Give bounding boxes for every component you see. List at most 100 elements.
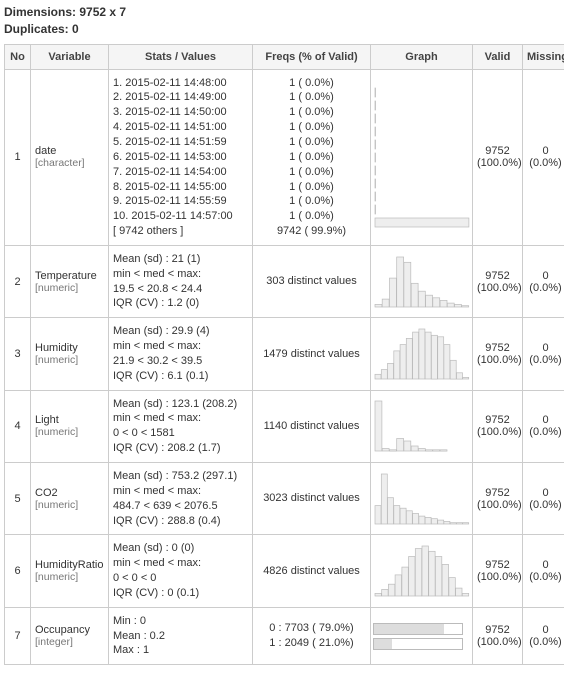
header-freqs: Freqs (% of Valid) bbox=[253, 44, 371, 69]
stats-line: min < med < max: bbox=[113, 556, 248, 571]
stats-line: Mean (sd) : 0 (0) bbox=[113, 541, 248, 556]
freq-line: 1479 distinct values bbox=[257, 347, 366, 362]
variable-name: date bbox=[35, 145, 104, 157]
stats-line: Mean (sd) : 21 (1) bbox=[113, 252, 248, 267]
header-stats: Stats / Values bbox=[109, 44, 253, 69]
stats-line: IQR (CV) : 0 (0.1) bbox=[113, 586, 248, 601]
variable-type: [numeric] bbox=[35, 282, 104, 294]
table-row: 7Occupancy [integer]Min : 0Mean : 0.2Max… bbox=[5, 607, 564, 665]
freq-line: 1 ( 0.0%) bbox=[257, 150, 366, 165]
cell-no: 1 bbox=[5, 69, 31, 245]
cell-freqs: 0 : 7703 ( 79.0%)1 : 2049 ( 21.0%) bbox=[253, 607, 371, 665]
stats-line: min < med < max: bbox=[113, 411, 248, 426]
table-row: 6HumidityRatio [numeric]Mean (sd) : 0 (0… bbox=[5, 535, 564, 607]
freq-line: 1 : 2049 ( 21.0%) bbox=[257, 636, 366, 651]
stats-line: 4. 2015-02-11 14:51:00 bbox=[113, 120, 248, 135]
cell-freqs: 1479 distinct values bbox=[253, 318, 371, 390]
histogram-graph bbox=[373, 327, 471, 381]
stats-line: min < med < max: bbox=[113, 484, 248, 499]
freq-line: 1 ( 0.0%) bbox=[257, 105, 366, 120]
header-graph: Graph bbox=[371, 44, 473, 69]
cell-freqs: 3023 distinct values bbox=[253, 463, 371, 535]
stats-line: [ 9742 others ] bbox=[113, 224, 248, 239]
cell-freqs: 1140 distinct values bbox=[253, 390, 371, 462]
cell-valid: 9752(100.0%) bbox=[473, 463, 523, 535]
cell-missing: 0(0.0%) bbox=[523, 390, 564, 462]
summary-table: No Variable Stats / Values Freqs (% of V… bbox=[4, 44, 564, 666]
cell-stats: 1. 2015-02-11 14:48:002. 2015-02-11 14:4… bbox=[109, 69, 253, 245]
dimensions-value: 9752 x 7 bbox=[79, 5, 126, 19]
histogram-graph bbox=[373, 544, 471, 598]
cell-graph bbox=[371, 607, 473, 665]
variable-type: [numeric] bbox=[35, 426, 104, 438]
stats-line: Mean (sd) : 753.2 (297.1) bbox=[113, 469, 248, 484]
cell-graph bbox=[371, 535, 473, 607]
cell-no: 2 bbox=[5, 245, 31, 317]
variable-name: HumidityRatio bbox=[35, 559, 104, 571]
freq-line: 1 ( 0.0%) bbox=[257, 180, 366, 195]
stats-line: 1. 2015-02-11 14:48:00 bbox=[113, 76, 248, 91]
cell-freqs: 303 distinct values bbox=[253, 245, 371, 317]
cell-missing: 0(0.0%) bbox=[523, 318, 564, 390]
stats-line: 3. 2015-02-11 14:50:00 bbox=[113, 105, 248, 120]
cell-variable: Temperature [numeric] bbox=[31, 245, 109, 317]
header-missing: Missing bbox=[523, 44, 564, 69]
freq-line: 3023 distinct values bbox=[257, 491, 366, 506]
stats-line: 5. 2015-02-11 14:51:59 bbox=[113, 135, 248, 150]
stats-line: 2. 2015-02-11 14:49:00 bbox=[113, 90, 248, 105]
histogram-graph bbox=[373, 472, 471, 526]
cell-stats: Mean (sd) : 0 (0)min < med < max:0 < 0 <… bbox=[109, 535, 253, 607]
variable-type: [integer] bbox=[35, 636, 104, 648]
variable-type: [character] bbox=[35, 157, 104, 169]
cell-freqs: 4826 distinct values bbox=[253, 535, 371, 607]
freq-line: 1 ( 0.0%) bbox=[257, 135, 366, 150]
cell-graph bbox=[371, 69, 473, 245]
stats-line: 8. 2015-02-11 14:55:00 bbox=[113, 180, 248, 195]
cell-variable: HumidityRatio [numeric] bbox=[31, 535, 109, 607]
stats-line: IQR (CV) : 288.8 (0.4) bbox=[113, 514, 248, 529]
date-freq-graph bbox=[373, 86, 471, 229]
stats-line: 9. 2015-02-11 14:55:59 bbox=[113, 194, 248, 209]
cell-missing: 0(0.0%) bbox=[523, 463, 564, 535]
cell-valid: 9752(100.0%) bbox=[473, 245, 523, 317]
freq-line: 1 ( 0.0%) bbox=[257, 209, 366, 224]
stats-line: min < med < max: bbox=[113, 267, 248, 282]
freq-line: 1 ( 0.0%) bbox=[257, 120, 366, 135]
cell-no: 6 bbox=[5, 535, 31, 607]
freq-line: 1 ( 0.0%) bbox=[257, 194, 366, 209]
header-no: No bbox=[5, 44, 31, 69]
stats-line: IQR (CV) : 208.2 (1.7) bbox=[113, 441, 248, 456]
cell-valid: 9752(100.0%) bbox=[473, 69, 523, 245]
variable-type: [numeric] bbox=[35, 571, 104, 583]
stats-line: min < med < max: bbox=[113, 339, 248, 354]
cell-variable: Occupancy [integer] bbox=[31, 607, 109, 665]
hbar-row bbox=[373, 638, 470, 650]
cell-missing: 0(0.0%) bbox=[523, 535, 564, 607]
cell-no: 3 bbox=[5, 318, 31, 390]
duplicates-label: Duplicates: bbox=[4, 22, 69, 36]
variable-name: Occupancy bbox=[35, 624, 104, 636]
variable-name: Light bbox=[35, 414, 104, 426]
cell-valid: 9752(100.0%) bbox=[473, 535, 523, 607]
freq-line: 303 distinct values bbox=[257, 274, 366, 289]
freq-line: 9742 ( 99.9%) bbox=[257, 224, 366, 239]
cell-variable: Light [numeric] bbox=[31, 390, 109, 462]
histogram-graph bbox=[373, 399, 471, 453]
variable-type: [numeric] bbox=[35, 499, 104, 511]
cell-stats: Mean (sd) : 123.1 (208.2)min < med < max… bbox=[109, 390, 253, 462]
dimensions-label: Dimensions: bbox=[4, 5, 76, 19]
variable-name: CO2 bbox=[35, 487, 104, 499]
cell-valid: 9752(100.0%) bbox=[473, 607, 523, 665]
cell-variable: date [character] bbox=[31, 69, 109, 245]
cell-graph bbox=[371, 390, 473, 462]
variable-name: Temperature bbox=[35, 270, 104, 282]
freq-line: 1 ( 0.0%) bbox=[257, 76, 366, 91]
freq-line: 0 : 7703 ( 79.0%) bbox=[257, 621, 366, 636]
cell-valid: 9752(100.0%) bbox=[473, 318, 523, 390]
stats-line: Mean (sd) : 29.9 (4) bbox=[113, 324, 248, 339]
table-row: 5CO2 [numeric]Mean (sd) : 753.2 (297.1)m… bbox=[5, 463, 564, 535]
cell-graph bbox=[371, 318, 473, 390]
freq-line: 1140 distinct values bbox=[257, 419, 366, 434]
freq-line: 1 ( 0.0%) bbox=[257, 165, 366, 180]
variable-name: Humidity bbox=[35, 342, 104, 354]
